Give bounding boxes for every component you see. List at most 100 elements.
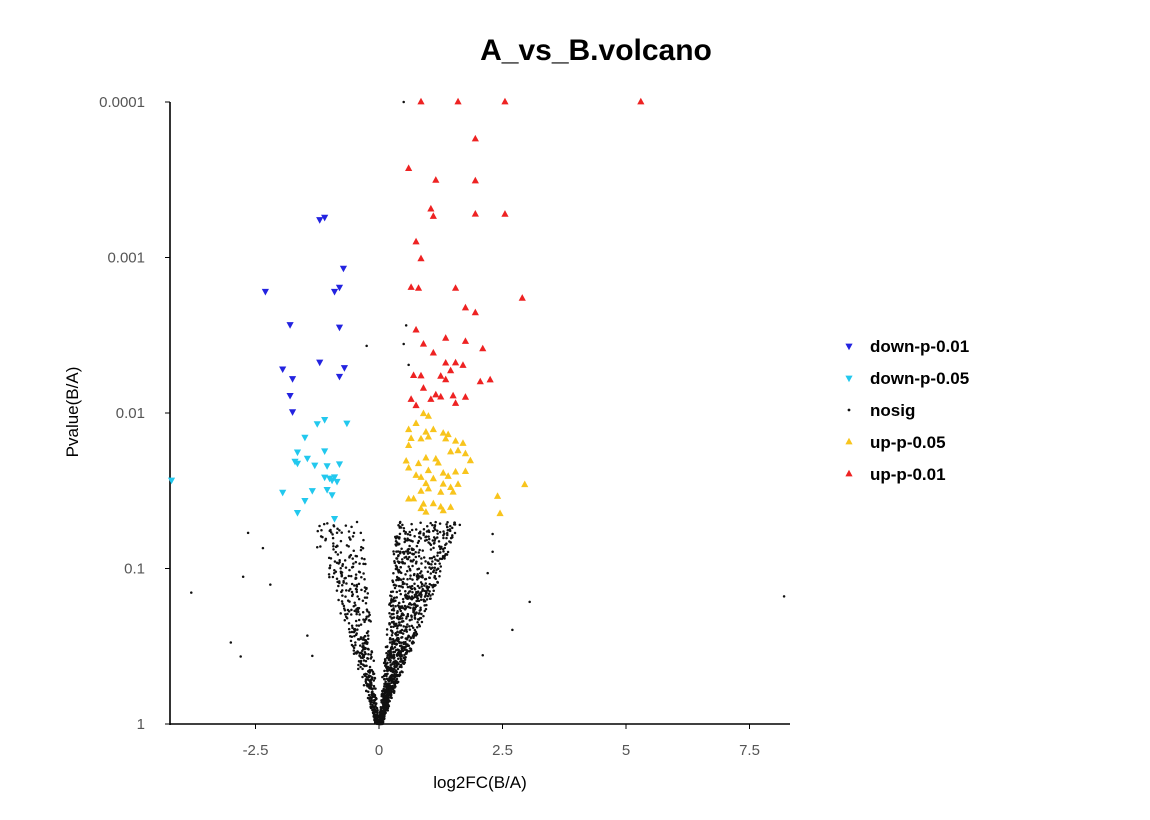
nosig-point (360, 651, 363, 654)
nosig-point (416, 597, 420, 600)
nosig-point (430, 583, 433, 587)
nosig-point (361, 675, 364, 679)
nosig-point (427, 592, 431, 596)
nosig-point (404, 550, 408, 553)
nosig-point (327, 556, 331, 560)
nosig-point (357, 610, 360, 614)
nosig-point (432, 555, 436, 559)
nosig-point (414, 528, 418, 531)
nosig-point (446, 533, 449, 537)
up-p-0.05-point (493, 492, 502, 499)
nosig-point (358, 562, 361, 565)
nosig-point (343, 577, 346, 580)
nosig-point (359, 548, 363, 552)
up-p-0.01-point (471, 210, 479, 217)
nosig-point (369, 657, 373, 660)
nosig-point (408, 544, 411, 548)
nosig-point (411, 578, 414, 581)
series-down-p-0.01 (261, 214, 349, 416)
nosig-point (392, 616, 396, 619)
nosig-point (375, 722, 378, 725)
up-p-0.05-point (417, 434, 425, 442)
nosig-point (420, 562, 423, 565)
nosig-point (424, 566, 427, 569)
nosig-point (425, 585, 429, 588)
nosig-point (339, 551, 343, 554)
nosig-point (413, 614, 417, 617)
down-p-0.01-point (316, 359, 324, 367)
nosig-point (320, 529, 323, 532)
nosig-point (361, 599, 365, 603)
nosig-point (340, 600, 344, 603)
nosig-point (354, 619, 358, 623)
nosig-point (372, 659, 376, 662)
up-p-0.05-point (437, 502, 445, 510)
nosig-point (400, 547, 403, 551)
nosig-point (390, 608, 394, 612)
nosig-point (416, 575, 420, 578)
nosig-point (367, 693, 371, 697)
nosig-point (409, 606, 412, 610)
nosig-point (402, 527, 406, 530)
nosig-point (359, 636, 363, 639)
ticks: -2.5 0 2.5 5 7.5 0.0001 0.001 0.01 0.1 1 (99, 94, 760, 759)
nosig-point (402, 646, 405, 650)
nosig-point (380, 701, 383, 704)
nosig-point (413, 631, 416, 635)
up-p-0.01-point (447, 366, 455, 374)
nosig-point (433, 584, 436, 588)
nosig-point (408, 551, 412, 555)
up-p-0.01-point (427, 395, 435, 402)
nosig-point (409, 647, 413, 651)
nosig-point (402, 552, 406, 555)
nosig-point (364, 652, 367, 656)
nosig-point (401, 670, 404, 674)
nosig-point (415, 594, 419, 598)
up-p-0.01-point (427, 204, 435, 212)
legend-marker (845, 469, 853, 477)
nosig-point (356, 638, 360, 641)
nosig-point (326, 522, 329, 525)
nosig-point (401, 523, 404, 527)
nosig-point (414, 551, 417, 554)
nosig-point (445, 523, 448, 526)
nosig-point (384, 645, 388, 649)
nosig-point (396, 633, 400, 636)
up-p-0.05-point (402, 456, 410, 464)
nosig-point (419, 595, 423, 598)
nosig-point (406, 552, 410, 555)
nosig-point (432, 536, 436, 539)
nosig-point (386, 672, 389, 676)
up-p-0.05-point (429, 425, 437, 433)
nosig-point (419, 521, 422, 525)
nosig-point (398, 641, 401, 645)
nosig-point (354, 643, 357, 647)
down-p-0.05-point (313, 421, 321, 428)
nosig-point (337, 584, 340, 588)
nosig-point (401, 580, 405, 584)
nosig-point (405, 648, 408, 652)
nosig-point (406, 532, 410, 536)
nosig-point (338, 558, 341, 562)
nosig-point (344, 524, 348, 527)
nosig-point (392, 550, 395, 553)
nosig-point (410, 624, 414, 628)
nosig-point (397, 568, 401, 572)
nosig-point (319, 535, 323, 538)
nosig-point (372, 679, 376, 682)
nosig-point (392, 552, 396, 556)
up-p-0.05-point (405, 425, 413, 433)
nosig-point (413, 617, 417, 620)
nosig-point (347, 621, 351, 625)
nosig-point (423, 604, 426, 607)
nosig-point (433, 574, 437, 578)
nosig-point (396, 560, 400, 563)
nosig-point (397, 601, 401, 605)
up-p-0.05-point (419, 409, 428, 417)
nosig-point (400, 641, 403, 644)
nosig-point (358, 654, 361, 657)
nosig-point (357, 618, 361, 622)
nosig-point (412, 596, 415, 600)
nosig-point (392, 661, 395, 664)
up-p-0.01-point (409, 371, 418, 379)
